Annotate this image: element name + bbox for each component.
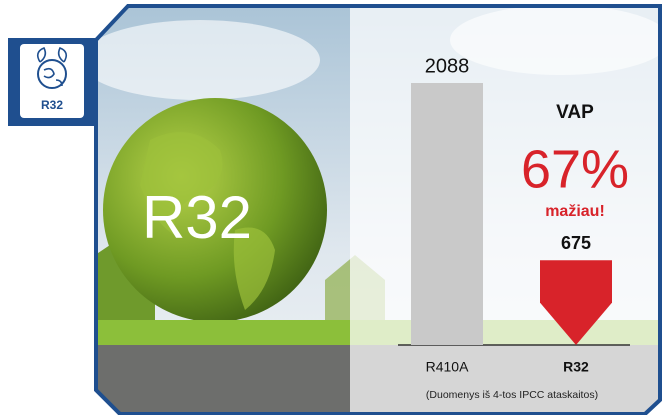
annotation: VAP [556, 102, 594, 123]
hero-text: R32 [142, 184, 252, 251]
infographic: R32 R32 VAP 67% mažiau! (Duomenys iš 4-t… [0, 0, 666, 415]
bar [411, 83, 483, 345]
badge-label: R32 [41, 98, 63, 112]
annotation: mažiau! [545, 203, 605, 220]
badge: R32 [8, 38, 96, 126]
chart-panel [350, 0, 666, 415]
value-label: 675 [561, 233, 591, 253]
value-label: 2088 [425, 55, 470, 77]
page: {"badge": {"label": "R32"}, "hero_text":… [0, 0, 666, 415]
category-label: R32 [563, 359, 589, 375]
annotation: 67% [521, 139, 629, 199]
footnote: (Duomenys iš 4-tos IPCC ataskaitos) [426, 389, 598, 401]
category-label: R410A [426, 359, 469, 375]
cloud [80, 20, 320, 100]
